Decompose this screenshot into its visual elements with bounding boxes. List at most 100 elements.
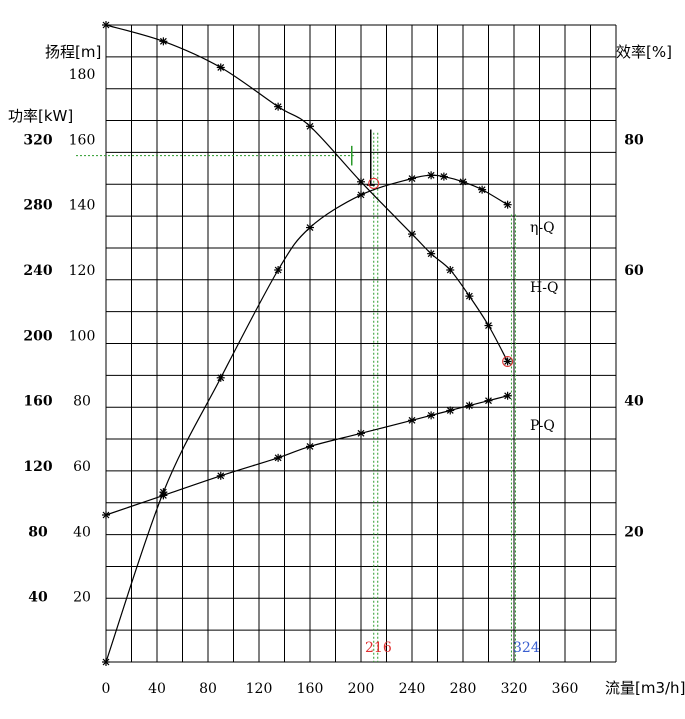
point-mark [485,397,492,405]
x-tick-label: 280 [450,681,477,697]
series-label-h-q: H-Q [530,280,558,296]
point-mark [102,511,110,519]
x-mark-216: 216 [365,640,392,656]
point-mark [274,454,282,462]
head-tick-label: 40 [73,524,91,540]
series-line-P-Q [105,395,508,516]
data-point [503,200,512,209]
series-line-H-Q [105,24,509,362]
head-tick-label: 100 [69,328,96,344]
x-mark-324: 324 [513,640,540,656]
x-tick-label: 0 [102,681,111,697]
point-mark [217,64,225,71]
point-mark [306,442,314,450]
point-mark [465,402,473,409]
grid [105,24,617,663]
data-point [306,442,314,451]
tick-labels: 0 40 80 120 160 200 240 280 320 360 20 40 60 80 100 120… [23,67,644,697]
data-point [216,471,225,480]
efficiency-tick-label: 20 [624,524,644,540]
data-point [216,373,225,382]
data-point [408,416,416,425]
x-tick-label: 360 [552,681,579,697]
point-mark [427,171,435,179]
point-mark [440,173,448,180]
x-axis-label: 流量[m3/h] [605,679,685,697]
head-tick-label: 80 [73,394,91,410]
data-point [427,249,436,258]
series-label-p-q: P-Q [530,418,555,434]
point-mark [159,491,167,499]
efficiency-tick-label: 60 [624,263,644,279]
point-mark [217,472,225,480]
head-tick-label: 180 [69,67,96,83]
x-tick-label: 80 [199,681,217,697]
point-mark [408,416,416,424]
data-point [216,63,225,72]
head-axis-label: 扬程[m] [45,43,101,61]
data-point [306,122,314,131]
data-point [357,190,365,199]
efficiency-tick-label: 80 [624,132,644,148]
point-mark [159,37,167,45]
power-tick-label: 120 [23,459,52,475]
point-mark [478,186,486,194]
series-label-eta-q: η-Q [530,220,555,236]
data-point [503,391,512,400]
head-tick-label: 120 [69,263,96,279]
data-point [102,21,110,29]
data-point [274,453,283,462]
point-mark [408,175,416,182]
x-tick-label: 200 [348,681,375,697]
data-point [306,223,314,232]
data-point [427,171,436,180]
data-point [503,357,512,366]
end-point-circle [502,355,514,367]
data-point [357,429,365,438]
data-point [408,174,416,183]
head-tick-label: 160 [69,132,96,148]
point-mark [357,178,365,186]
data-point [427,411,436,420]
point-mark [408,230,416,238]
data-point [439,172,448,181]
head-tick-label: 20 [73,590,91,606]
point-mark [504,201,512,209]
point-mark [504,358,512,365]
data-point [274,266,283,274]
point-mark [102,21,110,29]
data-point [274,102,283,111]
point-mark [446,407,454,414]
x-tick-label: 320 [501,681,528,697]
data-point [446,406,455,415]
head-tick-label: 140 [69,198,96,214]
power-tick-label: 40 [28,590,48,606]
point-mark [357,191,365,199]
point-mark [446,266,454,274]
point-mark [427,411,435,419]
data-point [459,177,467,186]
point-mark [306,224,314,231]
point-mark [459,178,467,186]
data-point [465,401,474,410]
x-tick-label: 120 [246,681,273,697]
point-mark [306,122,314,130]
data-point [408,230,416,239]
curves [102,21,514,666]
power-tick-label: 80 [28,524,48,540]
power-tick-label: 320 [23,132,52,148]
power-axis-label: 功率[kW] [8,107,73,125]
x-tick-label: 40 [148,681,166,697]
duty-point-circle [368,177,380,189]
point-mark [102,658,110,666]
data-point [357,177,365,186]
data-point [159,37,168,46]
power-tick-label: 240 [23,263,52,279]
efficiency-axis-label: 效率[%] [616,43,672,61]
power-tick-label: 200 [23,328,52,344]
data-point [446,266,455,274]
efficiency-tick-label: 40 [624,394,644,410]
data-point [465,292,474,301]
data-point [484,321,493,330]
